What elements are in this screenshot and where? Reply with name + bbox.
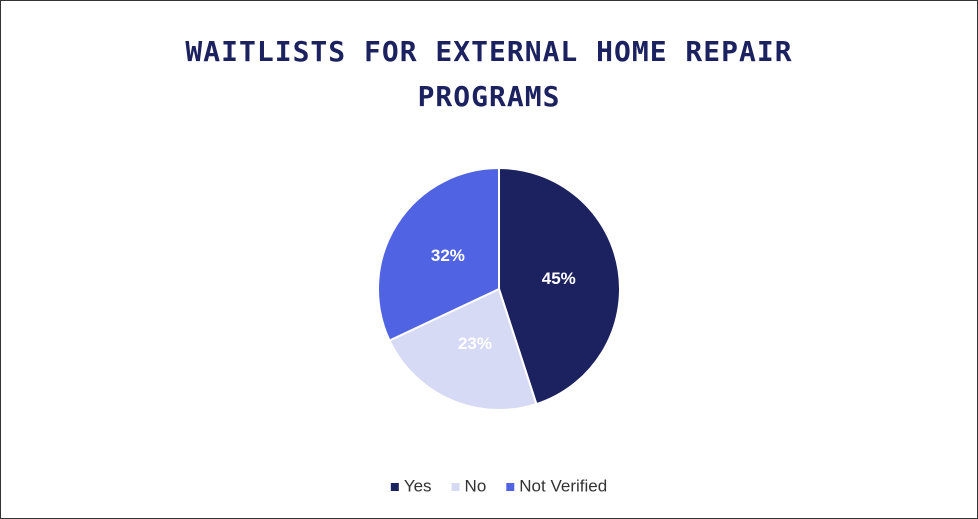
legend-swatch	[451, 483, 460, 491]
legend-swatch	[506, 483, 515, 491]
legend-label: No	[465, 476, 487, 495]
pie-slice	[388, 287, 538, 411]
legend-label: Not Verified	[519, 476, 607, 495]
chart-title: WAITLISTS FOR EXTERNAL HOME REPAIR PROGR…	[185, 35, 793, 113]
legend-swatch	[390, 483, 399, 491]
data-label: 23%	[458, 334, 492, 353]
pie-slice	[377, 166, 500, 342]
data-label: 45%	[542, 269, 576, 288]
legend-label: Yes	[404, 476, 432, 495]
data-label: 32%	[431, 246, 465, 265]
pie-slice	[498, 166, 621, 406]
